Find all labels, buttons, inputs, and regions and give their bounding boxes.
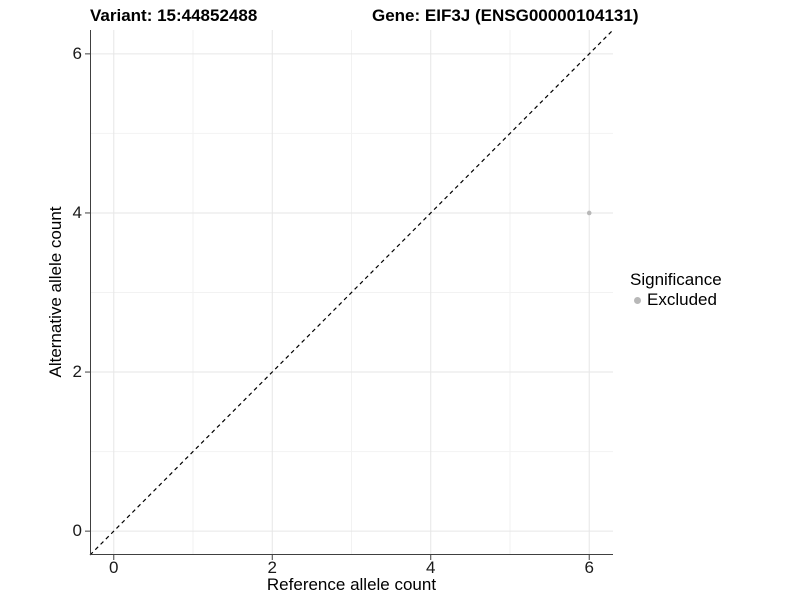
plot-panel	[85, 29, 614, 560]
y-tick-label: 4	[72, 202, 82, 222]
legend-title: Significance	[630, 270, 722, 289]
x-axis-title: Reference allele count	[266, 575, 437, 594]
legend-item-label: Excluded	[647, 290, 717, 309]
y-tick-label: 2	[72, 362, 82, 382]
legend: Significance Excluded	[630, 270, 722, 310]
legend-point-swatch-icon	[634, 296, 641, 304]
plot-canvas	[85, 29, 614, 560]
legend-item-excluded: Excluded	[630, 290, 722, 310]
x-tick-label: 6	[584, 558, 594, 577]
y-tick-label: 0	[72, 521, 82, 541]
x-tick-label: 4	[426, 558, 436, 577]
y-axis-title: Alternative allele count	[46, 206, 65, 378]
x-tick-label: 0	[109, 558, 119, 577]
x-tick-label: 2	[267, 558, 277, 577]
identity-dashed-line	[89, 29, 614, 556]
plot-title-variant: Variant: 15:44852488	[90, 6, 258, 25]
y-tick-label: 6	[72, 43, 82, 63]
plot-title-gene: Gene: EIF3J (ENSG00000104131)	[372, 6, 639, 25]
data-point	[586, 210, 592, 216]
